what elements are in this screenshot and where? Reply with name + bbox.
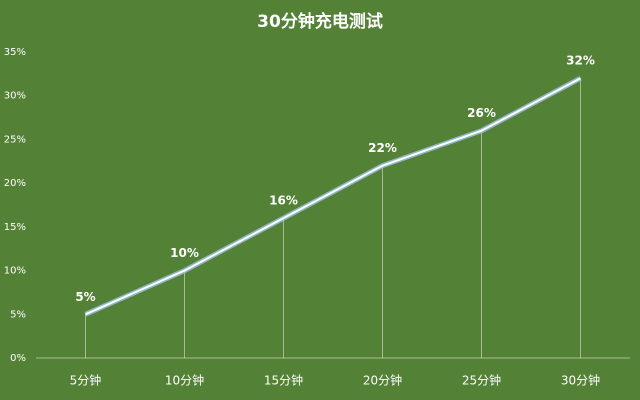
- value-label: 22%: [368, 141, 397, 155]
- x-tick-label: 5分钟: [70, 373, 102, 388]
- y-tick-label: 0%: [10, 353, 26, 364]
- x-tick-label: 10分钟: [165, 373, 204, 388]
- y-tick-label: 35%: [4, 47, 26, 58]
- chart-title: 30分钟充电测试: [257, 11, 383, 32]
- x-tick-label: 20分钟: [363, 373, 402, 388]
- value-label: 16%: [269, 194, 298, 208]
- y-tick-label: 15%: [4, 222, 26, 233]
- y-tick-label: 5%: [10, 309, 26, 320]
- value-label: 5%: [75, 290, 95, 304]
- value-label: 26%: [467, 106, 496, 120]
- y-tick-label: 20%: [4, 178, 26, 189]
- value-label: 32%: [566, 54, 595, 68]
- x-tick-label: 15分钟: [264, 373, 303, 388]
- x-tick-label: 25分钟: [462, 373, 501, 388]
- y-tick-label: 30%: [4, 91, 26, 102]
- y-tick-label: 25%: [4, 134, 26, 145]
- y-tick-label: 10%: [4, 266, 26, 277]
- value-label: 10%: [170, 246, 199, 260]
- x-tick-label: 30分钟: [561, 373, 600, 388]
- line: [85, 77, 581, 316]
